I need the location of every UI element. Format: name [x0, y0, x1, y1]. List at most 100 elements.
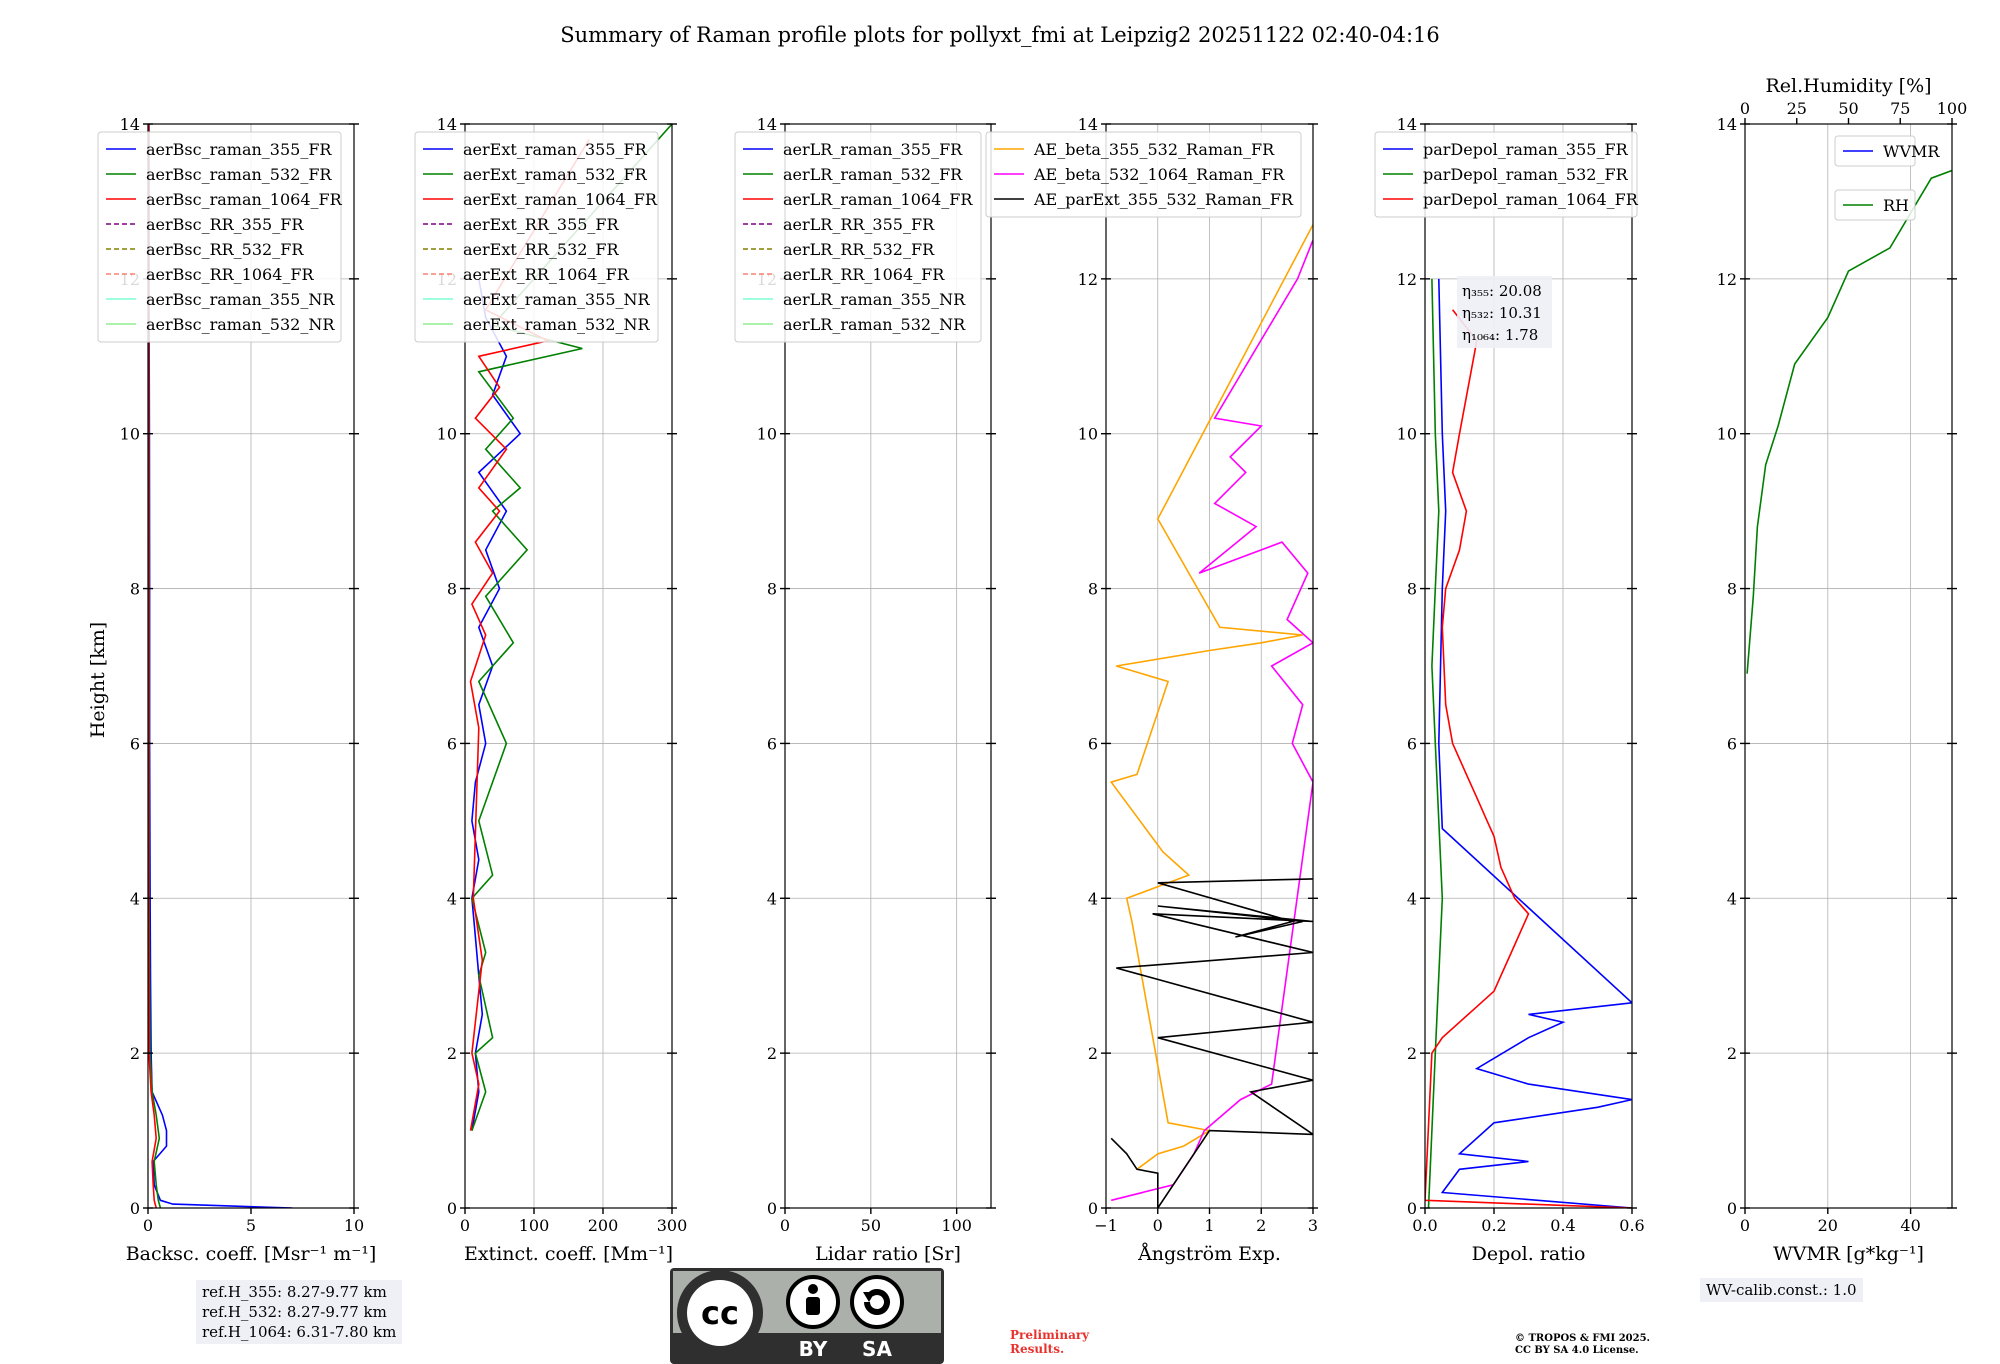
x-tick-label: 20 [1818, 1216, 1838, 1235]
x2-tick-label: 50 [1838, 99, 1858, 118]
subplot-lidar_ratio: 02468101214050100Lidar ratio [Sr]aerLR_r… [734, 115, 996, 1265]
eta-box [1457, 276, 1552, 348]
x-tick-label: 200 [588, 1216, 619, 1235]
legend-label-aerLR_raman_1064_FR: aerLR_raman_1064_FR [783, 190, 973, 209]
x-axis-label: Backsc. coeff. [Msr⁻¹ m⁻¹] [126, 1243, 377, 1265]
series-line-aerExt_raman_532_FR [471, 124, 672, 1131]
x-tick-label: 1 [1204, 1216, 1214, 1235]
refh-1064: ref.H_1064: 6.31-7.80 km [202, 1323, 397, 1341]
refh-532: ref.H_532: 8.27-9.77 km [202, 1303, 387, 1321]
series-line-AE_beta_355_532_Raman_FR [1109, 224, 1313, 1170]
x-axis-label: Lidar ratio [Sr] [815, 1243, 961, 1265]
x-tick-label: 50 [861, 1216, 881, 1235]
x2-tick-label: 100 [1937, 99, 1968, 118]
legend-label-aerExt_raman_532_FR: aerExt_raman_532_FR [463, 165, 648, 184]
preliminary-note: Preliminary Results. [1010, 1328, 1089, 1356]
y-tick-label: 0 [130, 1199, 140, 1218]
y-tick-label: 6 [1088, 734, 1098, 753]
series-group [1425, 278, 1632, 1208]
legend-box [734, 131, 982, 343]
legend-label-aerBsc_raman_532_NR: aerBsc_raman_532_NR [146, 315, 335, 334]
axes-frame [1744, 123, 1953, 1209]
y-tick-label: 4 [1727, 889, 1737, 908]
y-tick-label: 2 [1727, 1044, 1737, 1063]
legend-label-WVMR: WVMR [1883, 142, 1940, 161]
legend-label-aerLR_raman_532_FR: aerLR_raman_532_FR [783, 165, 963, 184]
copyright-note: © TROPOS & FMI 2025. CC BY SA 4.0 Licens… [1515, 1333, 1650, 1357]
x-axis-label: Extinct. coeff. [Mm⁻¹] [464, 1243, 673, 1265]
y-tick-label: 6 [447, 734, 457, 753]
y-tick-label: 8 [1407, 580, 1417, 599]
x-tick-label: 0 [460, 1216, 470, 1235]
legend-label-aerLR_raman_355_NR: aerLR_raman_355_NR [783, 290, 966, 309]
legend: AE_beta_355_532_Raman_FR AE_beta_532_1064… [985, 131, 1302, 218]
legend-label-aerLR_RR_355_FR: aerLR_RR_355_FR [783, 215, 935, 234]
y-tick-label: 4 [447, 889, 457, 908]
x2-tick-label: 75 [1890, 99, 1910, 118]
eta-label: η₃₅₅: 20.08 [1462, 282, 1542, 300]
series-line-AE_beta_532_1064_Raman_FR [1111, 239, 1313, 1202]
legend: WVMR RH [1834, 135, 1940, 221]
legend-label-aerLR_raman_355_FR: aerLR_raman_355_FR [783, 140, 963, 159]
series-line-parDepol_raman_1064_FR [1425, 309, 1632, 1208]
legend-label-aerBsc_raman_532_FR: aerBsc_raman_532_FR [146, 165, 332, 184]
legend-box [1834, 135, 1916, 167]
y-tick-label: 10 [1397, 425, 1417, 444]
y-tick-label: 8 [130, 580, 140, 599]
y-tick-label: 6 [1407, 734, 1417, 753]
legend-label-aerBsc_RR_355_FR: aerBsc_RR_355_FR [146, 215, 304, 234]
y-tick-label: 2 [1407, 1044, 1417, 1063]
sa-text: SA [862, 1337, 892, 1361]
y-tick-label: 4 [1407, 889, 1417, 908]
legend-label-aerBsc_RR_1064_FR: aerBsc_RR_1064_FR [146, 265, 315, 284]
legend-label-aerExt_raman_532_NR: aerExt_raman_532_NR [463, 315, 651, 334]
series-line-AE_parExt_355_532_Raman_FR [1110, 878, 1313, 1208]
subplot-extinction: 024681012140100200300Extinct. coeff. [Mm… [414, 115, 687, 1265]
series-line-parDepol_raman_355_FR [1437, 278, 1632, 1208]
x-tick-label: 100 [941, 1216, 972, 1235]
y-tick-label: 4 [767, 889, 777, 908]
copyright-line-2: CC BY SA 4.0 License. [1515, 1345, 1639, 1356]
series-line-parDepol_raman_532_FR [1427, 278, 1444, 1208]
legend: aerExt_raman_355_FR aerExt_raman_532_FRae… [414, 131, 659, 343]
legend-box [1834, 189, 1916, 221]
x-tick-label: 100 [519, 1216, 550, 1235]
x-tick-label: −1 [1094, 1216, 1118, 1235]
y-tick-label: 14 [1078, 115, 1098, 134]
legend: aerBsc_raman_355_FR aerBsc_raman_532_FRae… [97, 131, 343, 343]
y-tick-label: 6 [130, 734, 140, 753]
x-tick-label: 10 [344, 1216, 364, 1235]
y-tick-label: 2 [130, 1044, 140, 1063]
y-tick-label: 12 [1078, 270, 1098, 289]
by-text: BY [799, 1337, 828, 1361]
x-axis-label: Depol. ratio [1472, 1243, 1586, 1265]
series-line-aerExt_raman_1064_FR [469, 139, 590, 1131]
x-tick-label: 3 [1308, 1216, 1318, 1235]
legend-label-aerBsc_raman_355_NR: aerBsc_raman_355_NR [146, 290, 335, 309]
y-tick-label: 10 [120, 425, 140, 444]
x-axis-label: WVMR [g*kg⁻¹] [1773, 1243, 1924, 1265]
legend-label-aerLR_RR_1064_FR: aerLR_RR_1064_FR [783, 265, 945, 284]
x-tick-label: 0 [1740, 1216, 1750, 1235]
series-group [1746, 169, 1952, 674]
legend-label-AE_parExt_355_532_Raman_FR: AE_parExt_355_532_Raman_FR [1033, 190, 1294, 209]
x-tick-label: 5 [246, 1216, 256, 1235]
legend-label-aerExt_raman_355_FR: aerExt_raman_355_FR [463, 140, 648, 159]
x-tick-label: 0.4 [1550, 1216, 1575, 1235]
y-tick-label: 4 [130, 889, 140, 908]
eta-annotation: η₃₅₅: 20.08 η₅₃₂: 10.31 η₁₀₆₄: 1.78 [1457, 276, 1552, 348]
y-tick-label: 0 [1088, 1199, 1098, 1218]
y-tick-label: 12 [1717, 270, 1737, 289]
legend-box [1374, 131, 1638, 218]
x-tick-label: 0.0 [1412, 1216, 1437, 1235]
legend-label-aerExt_RR_355_FR: aerExt_RR_355_FR [463, 215, 620, 234]
legend-label-aerBsc_raman_1064_FR: aerBsc_raman_1064_FR [146, 190, 343, 209]
legend-box [414, 131, 659, 343]
figure-title: Summary of Raman profile plots for polly… [560, 23, 1440, 47]
y-tick-label: 2 [767, 1044, 777, 1063]
subplot-backscatter: 024681012140510Backsc. coeff. [Msr⁻¹ m⁻¹… [97, 115, 377, 1265]
y-axis-label: Height [km] [87, 622, 109, 738]
x-axis-label: Ångström Exp. [1137, 1243, 1281, 1265]
